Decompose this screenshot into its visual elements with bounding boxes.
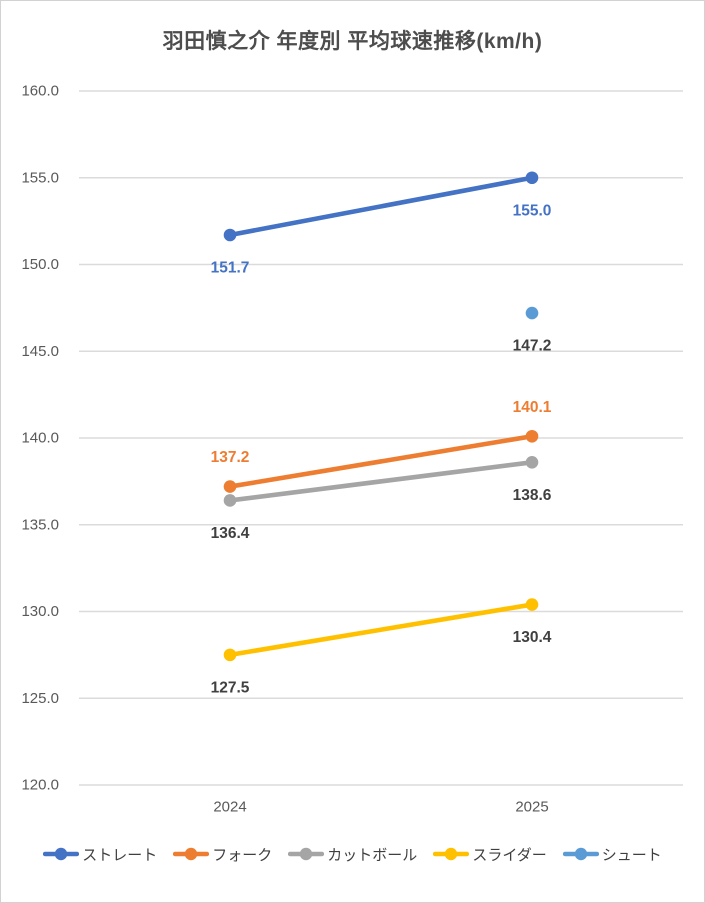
series-marker [223, 228, 237, 242]
y-axis-tick-label: 150.0 [21, 256, 59, 273]
data-label: 147.2 [513, 338, 552, 355]
chart-legend: ストレート フォーク カットボール スライダー [1, 841, 704, 867]
legend-label: シュート [601, 846, 662, 864]
series-marker [525, 598, 539, 611]
series-line [227, 433, 535, 489]
legend-line-marker-icon [173, 847, 210, 861]
chart-title: 羽田慎之介 年度別 平均球速推移(km/h) [162, 30, 543, 53]
series-marker [223, 648, 237, 662]
x-axis-tick-label: 2025 [515, 799, 548, 816]
data-label: 136.4 [211, 525, 250, 542]
data-label: 127.5 [211, 679, 250, 696]
series-marker [525, 306, 539, 320]
legend-label: フォーク [212, 846, 273, 864]
data-label: 140.1 [513, 399, 552, 416]
series-marker [525, 171, 539, 185]
y-axis-tick-label: 130.0 [21, 603, 59, 620]
y-axis-tick-label: 120.0 [21, 777, 59, 794]
series-line [227, 459, 535, 503]
legend-item-straight: ストレート [43, 844, 157, 865]
y-axis-tick-label: 145.0 [21, 343, 59, 360]
legend-label: スライダー [472, 846, 547, 864]
legend-line-marker-icon [288, 847, 325, 861]
y-axis-tick-label: 140.0 [21, 430, 59, 447]
y-axis-tick-label: 125.0 [21, 690, 59, 707]
data-label: 137.2 [211, 449, 250, 466]
series-line [227, 602, 535, 658]
series-marker [223, 480, 237, 493]
legend-label: ストレート [82, 846, 158, 864]
legend-item-shoot: シュート [562, 844, 662, 865]
legend-item-slider: スライダー [433, 844, 547, 865]
legend-item-cutball: カットボール [288, 844, 417, 865]
data-label: 155.0 [513, 202, 552, 219]
series-marker [525, 429, 539, 443]
legend-label: カットボール [327, 846, 418, 864]
legend-item-fork: フォーク [173, 844, 272, 865]
legend-line-marker-icon [433, 847, 470, 861]
data-label: 130.4 [513, 629, 552, 646]
data-label: 138.6 [513, 487, 552, 504]
data-label: 151.7 [211, 260, 250, 277]
y-axis-tick-label: 155.0 [21, 169, 59, 186]
y-axis-tick-label: 160.0 [21, 83, 59, 100]
series-marker [525, 455, 539, 469]
x-axis-tick-label: 2024 [213, 799, 246, 816]
legend-line-marker-icon [43, 847, 80, 861]
y-axis-tick-label: 135.0 [21, 516, 59, 533]
series-marker [223, 494, 237, 507]
legend-line-marker-icon [562, 847, 599, 861]
series-line [227, 175, 535, 238]
